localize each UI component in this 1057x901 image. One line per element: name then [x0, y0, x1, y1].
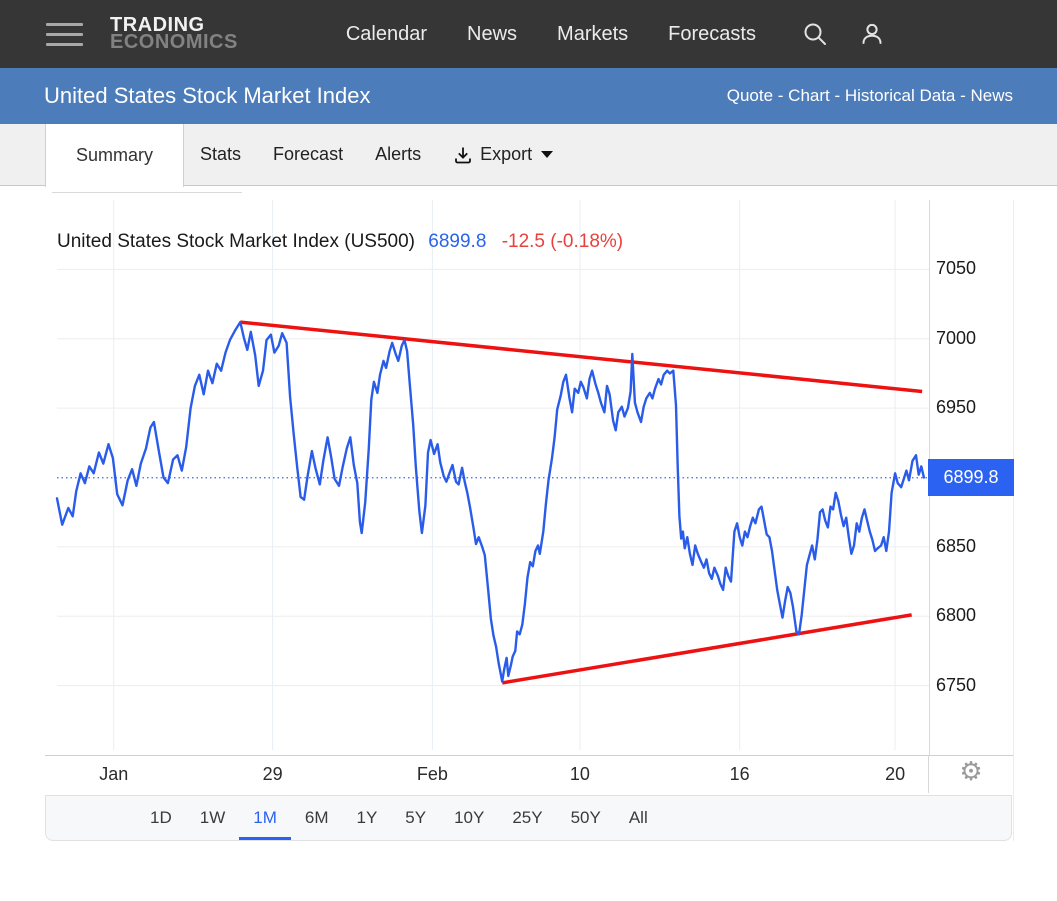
- page-title: United States Stock Market Index: [44, 83, 371, 108]
- topbar-icons: [802, 21, 885, 47]
- range-button-50y[interactable]: 50Y: [570, 808, 601, 827]
- user-account-icon[interactable]: [859, 21, 885, 47]
- range-button-1m[interactable]: 1M: [239, 796, 291, 840]
- nav-item-markets[interactable]: Markets: [557, 22, 629, 45]
- x-tick-label: Feb: [416, 764, 448, 784]
- chevron-down-icon: [541, 151, 554, 158]
- x-tick-label: 29: [262, 764, 283, 784]
- logo-line-1: TRADING: [110, 14, 205, 36]
- price-series-line: [55, 320, 926, 683]
- trading-economics-logo[interactable]: TRADING ECONOMICS: [110, 14, 238, 53]
- search-icon[interactable]: [802, 21, 828, 47]
- nav-item-news[interactable]: News: [467, 22, 518, 45]
- range-button-6m[interactable]: 6M: [304, 808, 329, 827]
- y-tick-label: 6950: [936, 397, 977, 418]
- range-button-1d[interactable]: 1D: [150, 808, 172, 827]
- axis-separator: [928, 755, 929, 793]
- chart-header: United States Stock Market Index (US500)…: [57, 231, 623, 253]
- tab-forecast[interactable]: Forecast: [273, 144, 344, 164]
- tab-summary[interactable]: Summary: [45, 124, 185, 187]
- tab-stats[interactable]: Stats: [200, 144, 242, 164]
- nav-item-forecasts[interactable]: Forecasts: [668, 22, 756, 45]
- chart-card-right-border: [1013, 200, 1014, 841]
- range-button-25y[interactable]: 25Y: [512, 808, 543, 827]
- download-icon: [455, 147, 471, 163]
- x-tick-label: 16: [729, 764, 750, 784]
- tab-alerts[interactable]: Alerts: [375, 144, 422, 164]
- x-tick-label: 20: [885, 764, 906, 784]
- tab-strip: Summary Stats Forecast Alerts Export: [0, 124, 1057, 187]
- tab-export-label: Export: [480, 144, 533, 164]
- price-change: -12.5 (-0.18%): [501, 231, 624, 252]
- range-button-5y[interactable]: 5Y: [405, 808, 427, 827]
- instrument-name: United States Stock Market Index (US500): [57, 231, 415, 252]
- tab-export[interactable]: Export: [437, 124, 569, 185]
- settings-gear-icon[interactable]: ⚙: [959, 755, 983, 786]
- nav-item-calendar[interactable]: Calendar: [345, 22, 428, 45]
- hamburger-menu-icon[interactable]: [46, 22, 83, 46]
- quote-chart-history-news-links[interactable]: Quote - Chart - Historical Data - News: [726, 86, 1013, 105]
- current-price-badge: 6899.8: [928, 459, 1014, 497]
- time-range-selector: 1D 1W 1M 6M 1Y 5Y 10Y 25Y 50Y All: [45, 795, 1012, 841]
- range-button-1w[interactable]: 1W: [199, 808, 226, 827]
- x-tick-label: 10: [569, 764, 590, 784]
- y-tick-label: 7000: [936, 327, 977, 348]
- x-axis-line: [45, 755, 1013, 756]
- last-price: 6899.8: [428, 231, 487, 252]
- page-title-bar: United States Stock Market Index Quote -…: [0, 68, 1057, 124]
- y-tick-label: 6850: [936, 535, 977, 556]
- y-tick-label: 6800: [936, 605, 977, 626]
- trendline: [240, 320, 923, 394]
- y-tick-label: 6750: [936, 674, 977, 695]
- logo-line-2: ECONOMICS: [110, 31, 238, 53]
- top-nav-links: Calendar News Markets Forecasts: [346, 23, 756, 46]
- price-chart-plot[interactable]: [55, 200, 930, 755]
- trendline: [501, 613, 912, 685]
- top-navigation-bar: TRADING ECONOMICS Calendar News Markets For…: [0, 0, 1057, 68]
- range-button-10y[interactable]: 10Y: [454, 808, 485, 827]
- range-button-1y[interactable]: 1Y: [356, 808, 378, 827]
- x-tick-label: Jan: [99, 764, 129, 784]
- tab-underline-divider: [52, 192, 242, 193]
- y-tick-label: 7050: [936, 258, 977, 279]
- range-button-all[interactable]: All: [628, 808, 648, 827]
